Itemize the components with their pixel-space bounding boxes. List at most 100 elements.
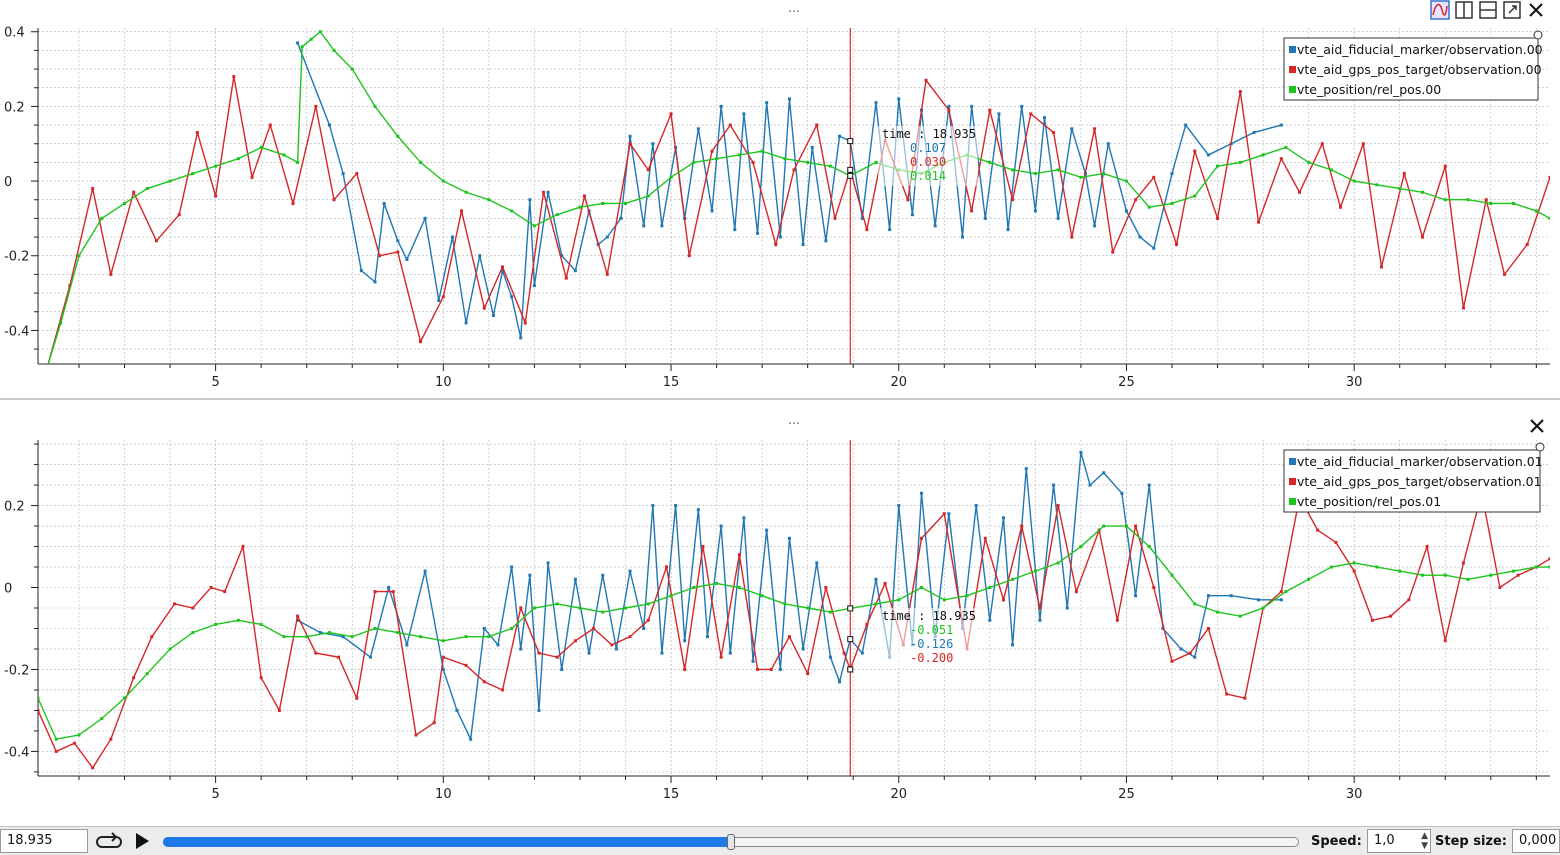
- data-point: [751, 659, 755, 663]
- data-point: [450, 235, 454, 239]
- legend-resize-handle[interactable]: [1533, 30, 1543, 40]
- data-point: [241, 545, 245, 549]
- play-icon[interactable]: [132, 831, 152, 851]
- legend-entry[interactable]: vte_position/rel_pos.01: [1297, 494, 1441, 509]
- data-point: [628, 142, 632, 146]
- data-point: [1184, 123, 1188, 127]
- data-point: [737, 553, 741, 557]
- data-point: [510, 565, 514, 569]
- split-vertical-icon[interactable]: [1454, 0, 1474, 20]
- data-point: [1389, 614, 1393, 618]
- tooltip-background: [878, 126, 978, 186]
- tracker-tooltip: time : 18.935-0.051-0.126-0.200: [878, 608, 978, 668]
- data-point: [387, 586, 391, 590]
- legend-entry[interactable]: vte_aid_fiducial_marker/observation.00: [1297, 42, 1543, 57]
- data-point: [441, 655, 445, 659]
- data-point: [455, 708, 459, 712]
- data-point: [737, 153, 741, 157]
- data-point: [546, 190, 550, 194]
- legend-entry[interactable]: vte_aid_gps_pos_target/observation.00: [1297, 62, 1542, 77]
- data-point: [396, 239, 400, 243]
- data-point: [72, 741, 76, 745]
- data-point: [947, 104, 951, 108]
- legend-resize-handle[interactable]: [1535, 442, 1545, 452]
- data-point: [1243, 696, 1247, 700]
- data-point: [1070, 127, 1074, 131]
- data-point: [605, 235, 609, 239]
- close-icon[interactable]: [1526, 0, 1546, 20]
- loop-icon[interactable]: [96, 831, 122, 851]
- data-point: [942, 512, 946, 516]
- data-point: [38, 696, 40, 700]
- data-point: [1093, 224, 1097, 228]
- data-point: [614, 647, 618, 651]
- data-point: [742, 112, 746, 116]
- x-tick-label: 10: [435, 787, 452, 802]
- legend-entry[interactable]: vte_position/rel_pos.00: [1297, 82, 1441, 97]
- close-icon[interactable]: [1530, 419, 1544, 433]
- data-point: [1152, 586, 1156, 590]
- data-point: [519, 336, 523, 340]
- data-point: [291, 201, 295, 205]
- data-point: [874, 602, 878, 606]
- data-point: [1257, 220, 1261, 224]
- x-tick-label: 25: [1118, 787, 1135, 802]
- legend[interactable]: vte_aid_fiducial_marker/observation.01vt…: [1283, 442, 1545, 513]
- data-point: [327, 631, 331, 635]
- data-point: [674, 504, 678, 508]
- timeline-slider[interactable]: [163, 834, 1299, 850]
- plot-divider[interactable]: [0, 398, 1560, 400]
- data-point: [1261, 606, 1265, 610]
- data-point: [1134, 594, 1138, 598]
- data-point: [38, 708, 40, 712]
- data-point: [838, 680, 842, 684]
- data-point: [564, 276, 568, 280]
- data-point: [715, 581, 719, 585]
- data-point: [368, 655, 372, 659]
- tooltip-value: 0.030: [910, 155, 946, 169]
- series-2: [46, 75, 1550, 369]
- tooltip-background: [878, 608, 978, 668]
- data-point: [1170, 201, 1174, 205]
- data-point: [1042, 116, 1046, 120]
- data-point: [355, 696, 359, 700]
- data-point: [920, 536, 924, 540]
- tooltip-time: time : 18.935: [882, 127, 976, 141]
- data-point: [1170, 659, 1174, 663]
- legend-entry[interactable]: vte_aid_gps_pos_target/observation.01: [1297, 474, 1542, 489]
- speed-spinbox[interactable]: 1,0 ▲ ▼: [1367, 829, 1431, 853]
- data-point: [1534, 209, 1538, 213]
- legend[interactable]: vte_aid_fiducial_marker/observation.00vt…: [1283, 30, 1543, 101]
- data-point: [865, 622, 869, 626]
- series-3: [47, 30, 1550, 364]
- data-point: [1489, 201, 1493, 205]
- data-point: [396, 250, 400, 254]
- current-time-field[interactable]: 18.935: [0, 829, 88, 853]
- data-point: [815, 123, 819, 127]
- data-point: [1124, 524, 1128, 528]
- data-point: [778, 667, 782, 671]
- data-point: [46, 366, 49, 369]
- data-point: [318, 631, 322, 635]
- data-point: [1252, 131, 1256, 135]
- data-point: [1512, 201, 1516, 205]
- grid-lines: [38, 28, 1550, 364]
- data-point: [988, 586, 992, 590]
- data-point: [910, 213, 914, 217]
- step-size-field[interactable]: 0,000: [1512, 829, 1560, 853]
- data-point: [1420, 235, 1424, 239]
- plot-layout-icon[interactable]: [1430, 0, 1450, 20]
- split-horizontal-icon[interactable]: [1478, 0, 1498, 20]
- legend-entry[interactable]: vte_aid_fiducial_marker/observation.01: [1297, 454, 1543, 469]
- fullscreen-icon[interactable]: [1502, 0, 1522, 20]
- data-point: [109, 737, 113, 741]
- legend-swatch: [1289, 46, 1296, 53]
- timeline-handle[interactable]: [727, 834, 735, 850]
- data-point: [1011, 643, 1015, 647]
- data-point: [1170, 172, 1174, 176]
- plot-top[interactable]: ... 5 10 15 20 25 30 -0.4 -0.2 0 0.2 0.4 time : 18.9…: [0, 0, 1560, 398]
- spinbox-arrows-icon[interactable]: ▲ ▼: [1421, 831, 1428, 851]
- data-point: [1052, 483, 1056, 487]
- series-1: [296, 41, 1283, 340]
